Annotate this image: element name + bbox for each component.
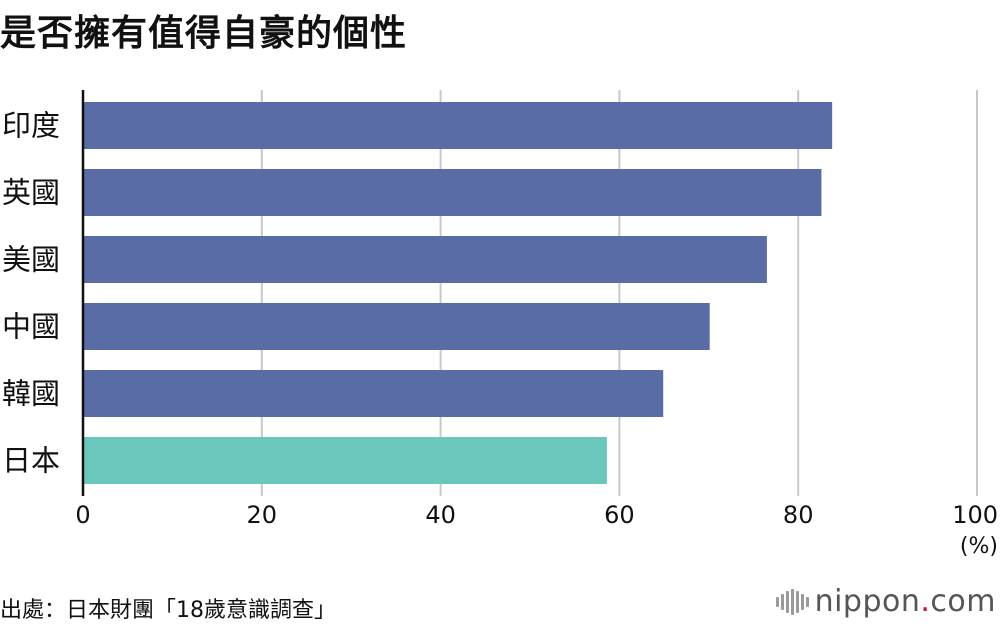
category-label: 英國 (2, 176, 60, 210)
category-label: 日本 (2, 444, 60, 478)
x-tick-label: 100 (952, 501, 998, 529)
bar-中國 (83, 303, 710, 350)
source-note: 出處：日本財團「18歲意識調查」 (0, 598, 336, 623)
chart-title: 是否擁有值得自豪的個性 (0, 13, 408, 54)
logo-mark-icon (775, 588, 809, 615)
bar-韓國 (83, 370, 664, 417)
x-tick-label: 20 (247, 501, 278, 529)
x-tick-label: 40 (425, 501, 456, 529)
bar-日本 (83, 437, 607, 484)
x-tick-label: 80 (783, 501, 814, 529)
category-label: 中國 (2, 310, 60, 344)
logo-suffix: com (930, 584, 996, 619)
category-label: 印度 (2, 109, 60, 143)
bar-英國 (83, 169, 822, 216)
category-label: 韓國 (2, 377, 60, 411)
x-tick-label: 0 (75, 501, 90, 529)
x-tick-label: 60 (604, 501, 635, 529)
nippon-logo: nippon.com (775, 584, 996, 619)
logo-name: nippon (814, 584, 921, 619)
category-label: 美國 (2, 243, 60, 277)
bar-美國 (83, 236, 767, 283)
bar-印度 (83, 102, 833, 149)
logo-dot: . (920, 584, 931, 619)
x-unit-label: (%) (960, 534, 998, 559)
